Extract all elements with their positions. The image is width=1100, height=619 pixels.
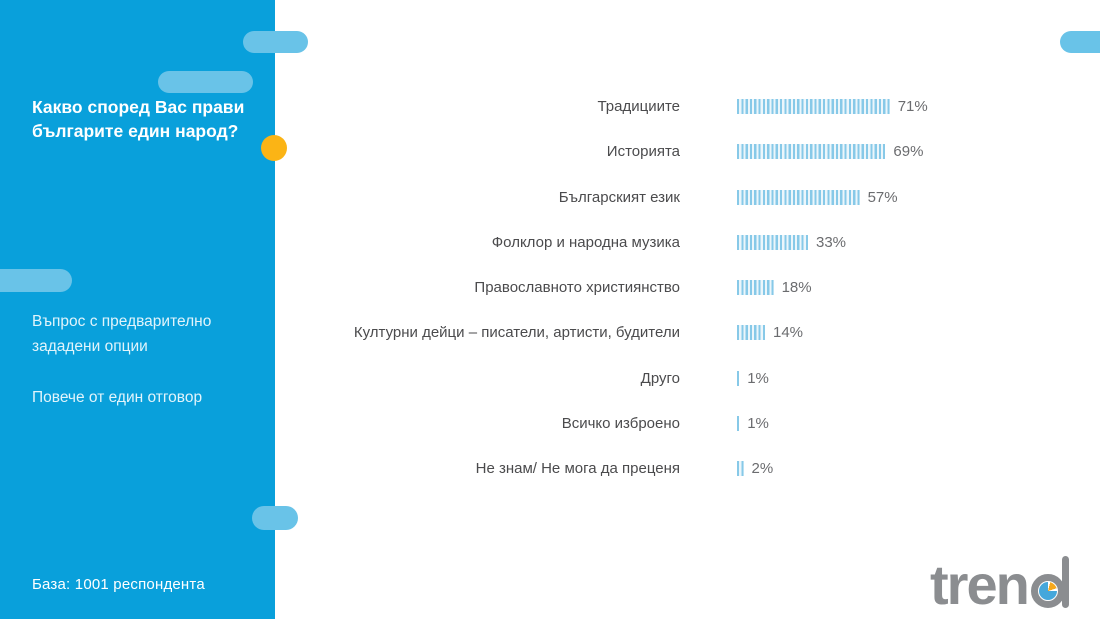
category-label: Българският език bbox=[558, 188, 680, 206]
logo-d-bowl bbox=[1030, 574, 1065, 608]
chart-row: Фолклор и народна музика 33% bbox=[275, 220, 1100, 265]
bar-group: 57% bbox=[737, 189, 898, 206]
chart-row: Всичко изброено 1% bbox=[275, 401, 1100, 446]
logo-letter-d bbox=[1030, 556, 1069, 608]
slide-title: Какво според Вас прави българите един на… bbox=[32, 97, 245, 141]
chart-row: Традициите 71% bbox=[275, 84, 1100, 129]
bar-group: 2% bbox=[737, 460, 773, 477]
bar bbox=[737, 144, 886, 160]
chart-rows: Традициите 71% Историята 69% Българският ези… bbox=[275, 84, 1100, 491]
logo-d-stem bbox=[1061, 556, 1069, 608]
category-label: Друго bbox=[640, 369, 680, 387]
bar bbox=[737, 415, 740, 431]
logo-text: tren bbox=[930, 553, 1030, 616]
bar-group: 1% bbox=[737, 415, 769, 432]
category-label: Фолклор и народна музика bbox=[491, 233, 680, 251]
chart-row: Българският език 57% bbox=[275, 175, 1100, 220]
value-label: 57% bbox=[867, 188, 898, 206]
bar-group: 69% bbox=[737, 143, 923, 160]
pie-chart-icon bbox=[1038, 582, 1057, 600]
chart-row: Историята 69% bbox=[275, 129, 1100, 174]
question-type-note: Въпрос с предварително зададени опции bbox=[32, 313, 212, 356]
category-label: Културни дейци – писатели, артисти, буди… bbox=[353, 324, 680, 342]
value-label: 1% bbox=[747, 369, 769, 387]
decor-pill-icon bbox=[1060, 31, 1100, 53]
value-label: 18% bbox=[781, 279, 812, 297]
chart-row: Културни дейци – писатели, артисти, буди… bbox=[275, 310, 1100, 355]
decor-pill-icon bbox=[158, 71, 253, 93]
bar-group: 33% bbox=[737, 234, 846, 251]
bar-group: 1% bbox=[737, 370, 769, 387]
bar bbox=[737, 234, 808, 250]
value-label: 71% bbox=[897, 98, 928, 116]
decor-pill-icon bbox=[243, 31, 308, 53]
category-label: Православното християнство bbox=[474, 279, 680, 297]
bar bbox=[737, 461, 744, 477]
category-label: Не знам/ Не мога да преценя bbox=[475, 460, 680, 478]
bar-group: 71% bbox=[737, 98, 928, 115]
value-label: 2% bbox=[751, 460, 774, 478]
bar bbox=[737, 370, 740, 386]
sidebar: Какво според Вас прави българите един на… bbox=[0, 0, 275, 619]
multiple-answers-note: Повече от един отговор bbox=[32, 389, 203, 406]
category-label: Всичко изброено bbox=[561, 414, 680, 432]
bar-group: 14% bbox=[737, 324, 803, 341]
bar bbox=[737, 325, 765, 341]
bar-chart: Традициите 71% Историята 69% Българският ези… bbox=[275, 84, 1100, 491]
value-label: 14% bbox=[773, 324, 804, 342]
bar bbox=[737, 99, 890, 115]
decor-pill-icon bbox=[252, 506, 298, 530]
chart-row: Православното християнство 18% bbox=[275, 265, 1100, 310]
value-label: 69% bbox=[893, 143, 924, 161]
category-label: Историята bbox=[606, 143, 680, 161]
trend-logo: tren bbox=[930, 553, 1069, 616]
chart-row: Не знам/ Не мога да преценя 2% bbox=[275, 446, 1100, 491]
decor-pill-icon bbox=[0, 269, 72, 292]
category-label: Традициите bbox=[597, 98, 680, 116]
bar bbox=[737, 280, 774, 296]
bar-group: 18% bbox=[737, 279, 812, 296]
value-label: 1% bbox=[747, 414, 769, 432]
chart-row: Друго 1% bbox=[275, 356, 1100, 401]
value-label: 33% bbox=[816, 233, 847, 251]
bar bbox=[737, 189, 860, 205]
sample-base-note: База: 1001 респондента bbox=[32, 576, 205, 593]
orange-dot-icon bbox=[261, 135, 287, 161]
